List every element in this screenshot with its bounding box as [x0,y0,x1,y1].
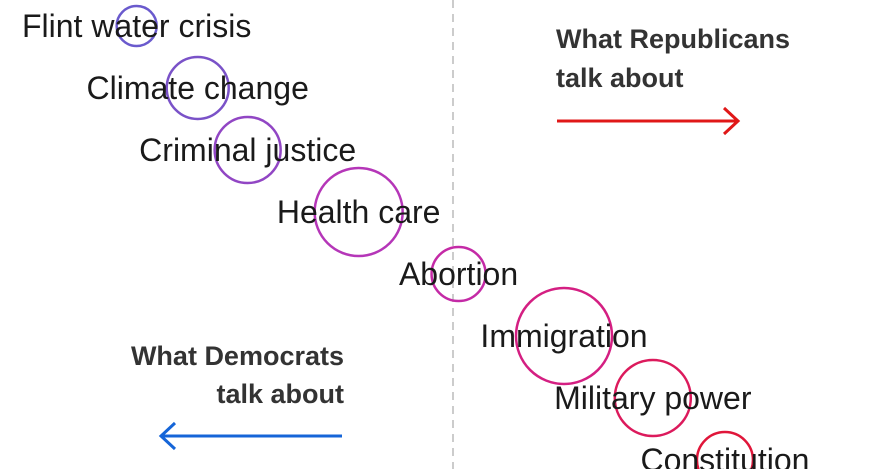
republicans-annotation: What Republicans talk about [556,24,790,136]
topic-label: Climate change [87,70,309,106]
topic-bubble [115,4,158,48]
topic-label: Health care [277,194,441,230]
topic-label: Flint water crisis [22,8,251,44]
topic-label: Criminal justice [139,132,356,168]
topic-label: Military power [554,380,752,416]
democrats-label-line2: talk about [216,379,344,409]
topic-bubble [613,358,693,438]
republicans-label-line2: talk about [556,63,684,93]
topic-bubble [165,55,230,121]
topic-label: Immigration [480,318,647,354]
topic-labels: Flint water crisis Climate change Criminal… [22,8,809,469]
topic-bubbles [115,4,755,469]
democrats-label-line1: What Democrats [131,341,344,371]
topic-bubble [514,286,614,386]
left-arrow-icon [158,421,342,451]
right-arrow-icon [557,106,741,136]
topic-bubble [430,245,487,303]
topic-label: Abortion [399,256,518,292]
topic-bubble [313,166,404,258]
republicans-label-line1: What Republicans [556,24,790,54]
democrats-annotation: What Democrats talk about [131,341,344,451]
topic-bubble [695,430,755,469]
topic-bubble [213,115,282,185]
topic-label: Constitution [640,442,809,469]
